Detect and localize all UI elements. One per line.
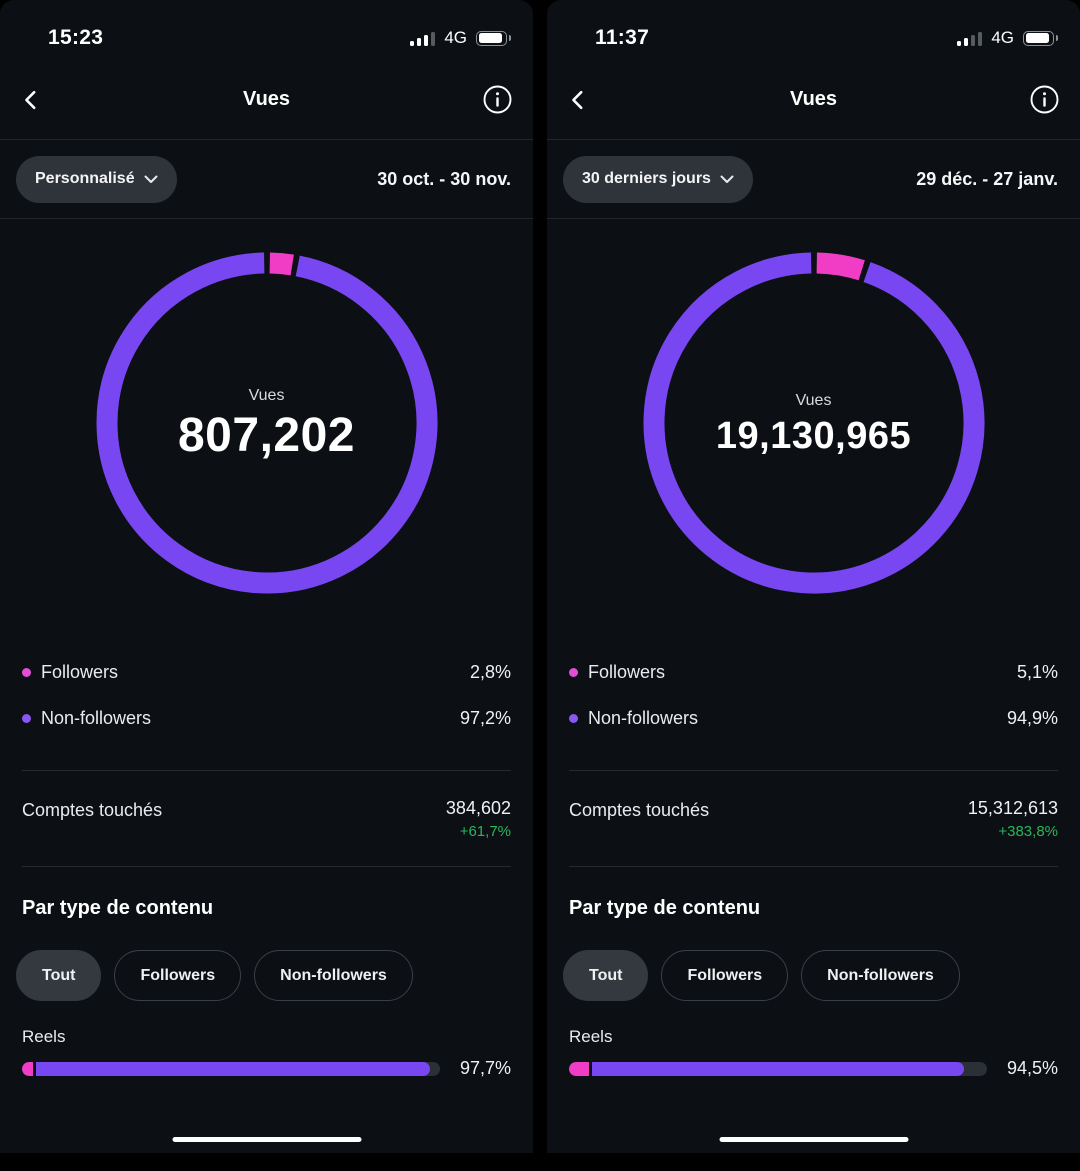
content-filter-tabs: Tout Followers Non-followers [0,920,533,1001]
section-heading: Par type de contenu [569,897,761,919]
info-icon [1030,85,1059,114]
date-range-label: 30 oct. - 30 nov. [377,168,511,189]
filter-row: 30 derniers jours 29 déc. - 27 janv. [547,140,1080,219]
signal-strength-icon [956,31,983,46]
chevron-left-icon [572,90,583,109]
chevron-down-icon [720,175,734,183]
legend-value: 2,8% [469,661,511,682]
views-donut-chart: Vues 807,202 [96,252,438,594]
accounts-reached-label: Comptes touchés [22,800,163,820]
reels-percentage: 97,7% [459,1058,511,1078]
divider [569,866,1058,867]
network-type-label: 4G [444,28,467,47]
section-heading: Par type de contenu [22,897,214,919]
views-donut-chart: Vues 19,130,965 [643,252,985,594]
reels-progress-bar [569,1061,987,1076]
divider [22,866,511,867]
non-followers-dot-icon [22,713,31,723]
date-range-label: 29 déc. - 27 janv. [916,168,1058,189]
content-type-label: Reels [569,1027,613,1046]
donut-center-label: Vues [248,386,285,404]
info-button[interactable] [1029,84,1060,115]
tab-tout[interactable]: Tout [16,950,102,1001]
legend-row-non-followers: Non-followers 97,2% [22,695,511,741]
chevron-left-icon [25,90,36,109]
followers-dot-icon [569,667,578,677]
legend-value: 5,1% [1016,661,1058,682]
non-followers-dot-icon [569,713,578,723]
date-filter-dropdown[interactable]: Personnalisé [16,155,177,203]
page-title: Vues [242,88,291,110]
legend-row-followers: Followers 2,8% [22,649,511,695]
legend-row-followers: Followers 5,1% [569,649,1058,695]
accounts-reached-row: Comptes touchés 15,312,613 +383,8% [547,771,1080,840]
content-filter-tabs: Tout Followers Non-followers [547,920,1080,1001]
info-button[interactable] [482,84,513,115]
accounts-reached-value: 384,602 [445,798,511,818]
back-button[interactable] [20,89,42,111]
home-indicator [172,1137,361,1142]
right-phone-screenshot: 11:37 4G Vues 30 derniers jours 29 déc. … [547,0,1080,1153]
content-type-row-reels: Reels 97,7% [0,1001,533,1079]
divider [569,770,1058,771]
filter-row: Personnalisé 30 oct. - 30 nov. [0,140,533,219]
donut-chart-area: Vues 19,130,965 [547,219,1080,619]
signal-strength-icon [409,31,436,46]
content-type-row-reels: Reels 94,5% [547,1001,1080,1079]
navigation-header: Vues [0,60,533,140]
tab-non-followers[interactable]: Non-followers [254,950,413,1001]
reels-progress-bar [22,1061,440,1076]
legend-value: 94,9% [1006,707,1058,728]
home-indicator [719,1137,908,1142]
back-button[interactable] [567,89,589,111]
donut-center: Vues 19,130,965 [643,252,985,594]
tab-non-followers[interactable]: Non-followers [801,950,960,1001]
legend-label: Followers [41,661,119,682]
content-type-label: Reels [22,1027,66,1046]
tab-tout[interactable]: Tout [563,950,649,1001]
info-icon [483,85,512,114]
battery-icon [1023,30,1058,46]
accounts-reached-delta: +383,8% [998,823,1058,840]
status-time: 15:23 [48,26,104,49]
accounts-reached-value: 15,312,613 [967,798,1058,818]
legend-label: Non-followers [41,707,152,728]
followers-dot-icon [22,667,31,677]
accounts-reached-label: Comptes touchés [569,800,710,820]
legend-value: 97,2% [459,707,511,728]
donut-center: Vues 807,202 [96,252,438,594]
accounts-reached-delta: +61,7% [459,823,511,840]
accounts-reached-row: Comptes touchés 384,602 +61,7% [0,771,533,840]
legend: Followers 5,1% Non-followers 94,9% [547,619,1080,741]
divider [22,770,511,771]
battery-icon [476,30,511,46]
date-filter-label: 30 derniers jours [582,170,711,187]
network-type-label: 4G [991,28,1014,47]
status-bar: 11:37 4G [547,0,1080,60]
donut-chart-area: Vues 807,202 [0,219,533,619]
tab-followers[interactable]: Followers [114,950,242,1001]
status-time: 11:37 [595,26,650,49]
left-phone-screenshot: 15:23 4G Vues Personnalisé 30 oct. - 30 … [0,0,533,1153]
status-icons: 4G [409,28,511,48]
tab-followers[interactable]: Followers [661,950,789,1001]
status-icons: 4G [956,28,1058,48]
legend-label: Followers [588,661,666,682]
legend-label: Non-followers [588,707,699,728]
legend: Followers 2,8% Non-followers 97,2% [0,619,533,741]
page-title: Vues [789,88,838,110]
chevron-down-icon [144,175,158,183]
legend-row-non-followers: Non-followers 94,9% [569,695,1058,741]
donut-center-label: Vues [795,391,832,409]
views-total-value: 19,130,965 [715,414,912,457]
date-filter-label: Personnalisé [35,170,135,187]
status-bar: 15:23 4G [0,0,533,60]
views-total-value: 807,202 [177,408,355,462]
date-filter-dropdown[interactable]: 30 derniers jours [563,155,753,203]
navigation-header: Vues [547,60,1080,140]
reels-percentage: 94,5% [1006,1058,1058,1078]
